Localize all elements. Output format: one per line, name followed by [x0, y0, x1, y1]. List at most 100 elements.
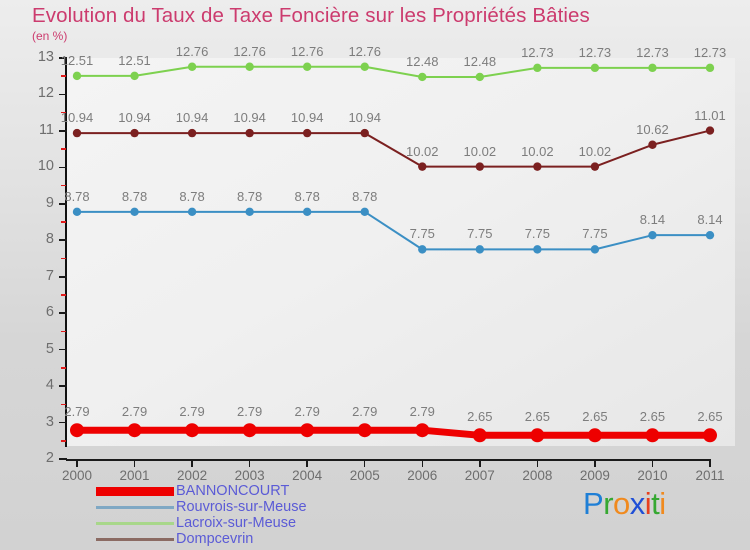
- data-point: [187, 207, 197, 217]
- y-axis-tick: [59, 203, 67, 205]
- legend: BANNONCOURT Rouvrois-sur-Meuse Lacroix-sur…: [96, 483, 307, 547]
- data-point-label: 12.73: [578, 44, 612, 60]
- data-point-label: 2.65: [524, 409, 551, 425]
- logo-letter: x: [629, 486, 646, 521]
- data-point: [415, 423, 430, 438]
- data-point-label: 2.79: [409, 404, 435, 420]
- logo-letter: r: [603, 486, 614, 521]
- series-bannoncourt: [70, 423, 717, 443]
- y-axis-minor-tick: [61, 294, 66, 296]
- data-point: [590, 162, 600, 171]
- data-point-label: 8.78: [294, 188, 320, 204]
- data-point: [72, 128, 82, 138]
- series-rouvrois-sur-meuse: [72, 207, 715, 254]
- logo-letter: P: [583, 486, 604, 521]
- data-point: [533, 63, 542, 73]
- legend-item[interactable]: Lacroix-sur-Meuse: [96, 515, 307, 531]
- x-axis-label: 2000: [61, 468, 93, 483]
- data-point: [648, 230, 657, 240]
- data-point-label: 12.76: [233, 43, 266, 59]
- data-point-label: 12.48: [463, 53, 497, 69]
- data-point: [245, 128, 254, 138]
- y-axis-minor-tick: [61, 221, 66, 223]
- data-point-label: 8.14: [697, 212, 723, 228]
- data-point: [587, 428, 602, 443]
- legend-label: Lacroix-sur-Meuse: [176, 515, 297, 531]
- y-axis-minor-tick: [61, 403, 66, 406]
- data-point-label: 10.94: [60, 110, 94, 126]
- legend-item[interactable]: Rouvrois-sur-Meuse: [96, 499, 307, 515]
- x-axis-label: 2002: [177, 468, 208, 483]
- data-point-label: 10.94: [348, 110, 381, 126]
- y-axis-label: 8: [45, 231, 54, 248]
- series-line: [76, 65, 711, 78]
- x-axis-tick: [306, 459, 308, 467]
- series-lacroix-sur-meuse: [72, 62, 715, 82]
- logo-letter: i: [644, 486, 652, 521]
- data-point: [300, 423, 315, 438]
- data-point-label: 2.79: [294, 404, 320, 420]
- data-point-label: 2.79: [64, 404, 90, 420]
- data-point-label: 12.48: [405, 53, 439, 69]
- x-axis-label: 2006: [407, 468, 438, 483]
- x-axis-label: 2005: [349, 468, 380, 483]
- data-point: [590, 63, 600, 73]
- data-point: [242, 423, 257, 438]
- y-axis-label: 5: [45, 340, 54, 357]
- series-line: [76, 129, 711, 168]
- x-axis-label: 2011: [695, 468, 725, 483]
- logo-letter: o: [613, 486, 630, 521]
- x-axis-label: 2001: [119, 468, 150, 483]
- data-point-label: 8.78: [236, 188, 263, 204]
- legend-label: Rouvrois-sur-Meuse: [176, 499, 307, 515]
- y-axis-tick: [59, 458, 67, 460]
- x-axis-line: [66, 459, 711, 461]
- x-axis-tick: [479, 459, 481, 467]
- series-line: [76, 210, 711, 251]
- data-point-label: 2.65: [582, 409, 608, 425]
- data-point: [357, 423, 372, 438]
- y-axis-label: 12: [37, 85, 54, 102]
- data-point-label: 2.65: [639, 409, 666, 425]
- data-point: [360, 207, 369, 217]
- data-point: [187, 128, 197, 138]
- data-point-label: 2.79: [179, 404, 205, 420]
- x-axis-label: 2004: [292, 468, 323, 483]
- data-point-label: 8.78: [121, 188, 148, 204]
- y-axis-tick: [59, 275, 67, 278]
- data-point-label: 8.78: [352, 188, 378, 204]
- y-axis-tick: [59, 57, 67, 59]
- legend-item[interactable]: Dompcevrin: [96, 531, 307, 547]
- data-point: [590, 245, 600, 254]
- data-point: [645, 428, 660, 443]
- x-axis-tick: [248, 459, 251, 467]
- x-axis-tick: [709, 459, 711, 467]
- data-point: [705, 63, 715, 73]
- data-point-label: 12.73: [693, 44, 727, 60]
- data-point: [127, 423, 142, 438]
- x-axis-label: 2010: [637, 468, 668, 483]
- y-axis-tick: [59, 166, 67, 169]
- x-axis-tick: [594, 459, 596, 467]
- data-point: [648, 140, 657, 149]
- y-axis-minor-tick: [61, 330, 66, 333]
- data-point: [703, 428, 717, 443]
- series-dompcevrin: [72, 126, 715, 171]
- proxiti-logo[interactable]: Proxiti: [583, 486, 666, 522]
- logo-letter: i: [659, 486, 666, 521]
- y-axis-tick: [59, 348, 67, 351]
- data-point-label: 7.75: [409, 226, 435, 242]
- logo-letter: t: [651, 486, 660, 521]
- data-point: [72, 71, 82, 81]
- data-point-label: 2.65: [697, 409, 723, 425]
- data-point: [705, 230, 715, 240]
- data-point: [418, 72, 427, 82]
- plot-area: [66, 58, 735, 446]
- data-point-label: 10.62: [636, 121, 669, 137]
- data-point: [475, 162, 485, 171]
- data-point: [185, 423, 200, 438]
- data-point-label: 8.14: [639, 212, 666, 228]
- y-axis-minor-tick: [61, 367, 66, 369]
- legend-item[interactable]: BANNONCOURT: [96, 483, 307, 499]
